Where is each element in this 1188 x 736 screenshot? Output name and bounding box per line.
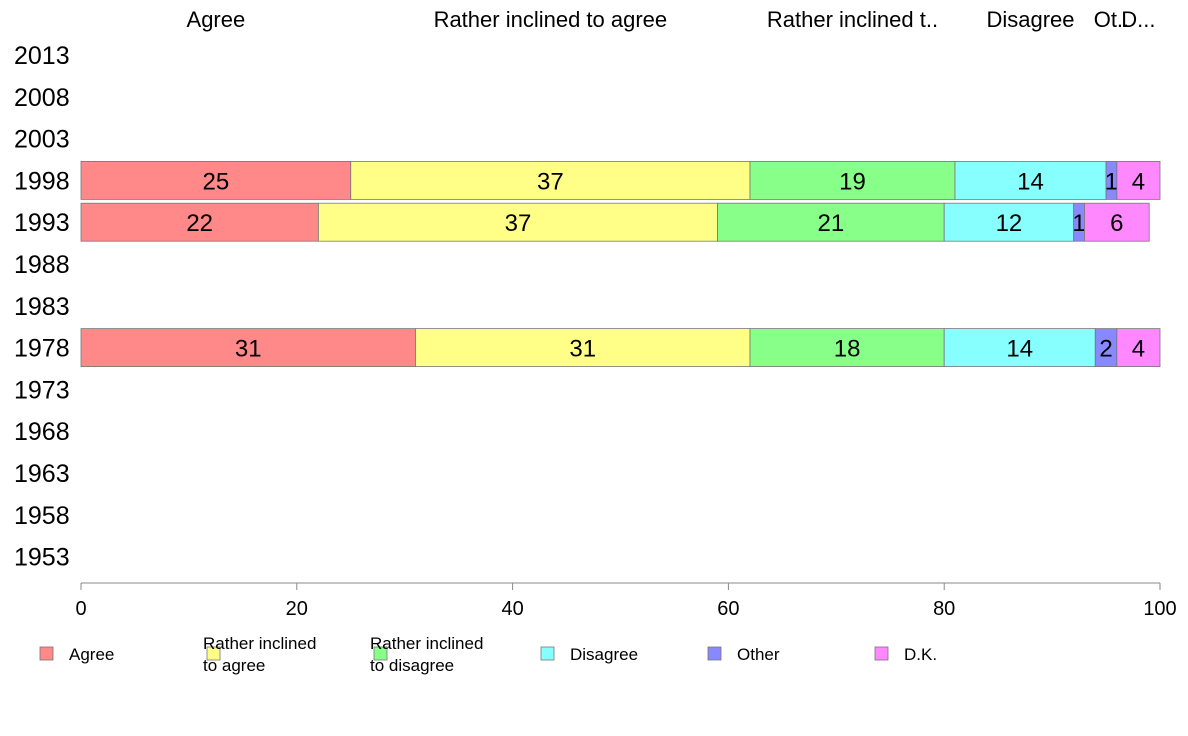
bar-segment (80, 202, 319, 242)
legend-swatch (206, 646, 221, 661)
bar-value-label: 4 (1132, 336, 1145, 363)
legend-swatch (373, 646, 388, 661)
bar-segment (80, 328, 416, 368)
bar-value-label: 2 (1099, 336, 1112, 363)
bar-segment (415, 328, 751, 368)
bar-value-label: 14 (1006, 336, 1033, 363)
column-header: Rather inclined t.. (767, 7, 938, 32)
legend-swatch (39, 646, 54, 661)
legend-label: Rather inclined (370, 634, 483, 653)
bar-segment (1116, 160, 1161, 200)
bar-value-label: 14 (1017, 168, 1044, 195)
legend-label: to agree (203, 656, 265, 675)
year-label: 1983 (14, 293, 70, 321)
legend-swatch (540, 646, 555, 661)
x-tick-label: 0 (75, 598, 86, 620)
column-header: Rather inclined to agree (434, 7, 668, 32)
legend-label: Agree (69, 645, 114, 664)
year-labels: 2013 2008 2003 1998 1993 1988 1983 1978 1973 1968… (14, 42, 70, 572)
bar-segment (749, 328, 945, 368)
bars: 25 37 19 14 1 422 37 21 12 1 631 31 18 14 2 4 (80, 160, 1161, 368)
year-label: 1988 (14, 251, 70, 279)
bar-segment (80, 160, 352, 200)
column-header: Agree (187, 7, 246, 32)
legend-label: to disagree (370, 656, 454, 675)
year-label: 2008 (14, 84, 70, 112)
bar-value-label: 21 (818, 210, 845, 237)
year-label: 2003 (14, 126, 70, 154)
bar-value-label: 1 (1105, 168, 1118, 195)
year-label: 1998 (14, 167, 70, 195)
bar-value-label: 37 (505, 210, 532, 237)
year-label: 1993 (14, 209, 70, 237)
x-tick-label: 40 (501, 598, 523, 620)
legend-swatch (874, 646, 889, 661)
bar-segment (1116, 328, 1161, 368)
bar-value-label: 18 (834, 336, 861, 363)
bar-segment (350, 160, 751, 200)
year-label: 1963 (14, 460, 70, 488)
year-label: 1978 (14, 335, 70, 363)
bar-value-label: 1 (1072, 210, 1085, 237)
column-header: Ot.. (1094, 7, 1129, 32)
bar-segment (943, 202, 1075, 242)
bar-segment (954, 160, 1107, 200)
bar-value-label: 12 (996, 210, 1023, 237)
year-label: 1968 (14, 418, 70, 446)
bar-value-label: 31 (569, 336, 596, 363)
year-label: 1953 (14, 544, 70, 572)
bar-value-label: 4 (1132, 168, 1145, 195)
x-tick-label: 20 (286, 598, 308, 620)
bar-segment (943, 328, 1096, 368)
x-tick-label: 100 (1143, 598, 1176, 620)
legend-label: Other (737, 645, 780, 664)
year-label: 1958 (14, 502, 70, 530)
bar-value-label: 22 (186, 210, 213, 237)
bar-segment (317, 202, 719, 242)
bar-value-label: 37 (537, 168, 564, 195)
legend-label: Disagree (570, 645, 638, 664)
legend-swatch (707, 646, 722, 661)
year-label: 1973 (14, 376, 70, 404)
bar-value-label: 6 (1110, 210, 1123, 237)
bar-value-label: 31 (235, 336, 262, 363)
bar-segment (749, 160, 956, 200)
x-tick-label: 60 (717, 598, 739, 620)
bar-segment (717, 202, 945, 242)
x-tick-label: 80 (933, 598, 955, 620)
legend-label: Rather inclined (203, 634, 316, 653)
bar-segment (1084, 202, 1150, 242)
column-header: Disagree (986, 7, 1074, 32)
legend: Agree Rather inclined to agree Rather incli… (39, 634, 937, 675)
column-header: D... (1121, 7, 1155, 32)
x-axis: 0 20 40 60 80 100 (75, 582, 1177, 620)
bar-value-label: 25 (203, 168, 230, 195)
year-label: 2013 (14, 42, 70, 70)
column-headers: Agree Rather inclined to agree Rather incl… (187, 7, 1156, 32)
bar-value-label: 19 (839, 168, 866, 195)
legend-label: D.K. (904, 645, 937, 664)
